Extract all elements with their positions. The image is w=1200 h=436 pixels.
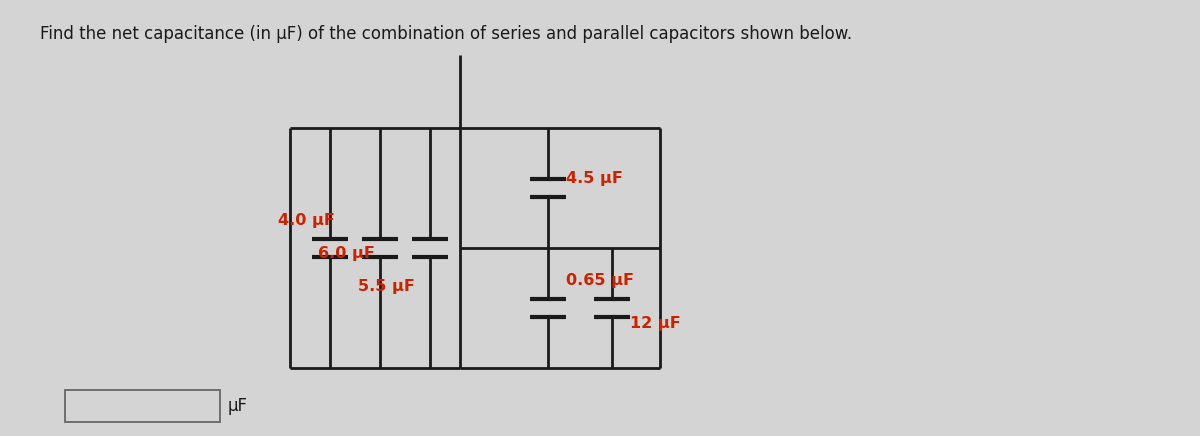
Text: Find the net capacitance (in μF) of the combination of series and parallel capac: Find the net capacitance (in μF) of the … [40,25,852,43]
FancyBboxPatch shape [65,390,220,422]
Text: μF: μF [228,397,248,415]
Text: 6.0 μF: 6.0 μF [318,245,374,260]
Text: 12 μF: 12 μF [630,316,680,330]
Text: 5.5 μF: 5.5 μF [358,279,415,293]
Text: 0.65 μF: 0.65 μF [566,272,634,287]
Text: 4.5 μF: 4.5 μF [566,170,623,185]
Text: 4.0 μF: 4.0 μF [278,212,335,228]
